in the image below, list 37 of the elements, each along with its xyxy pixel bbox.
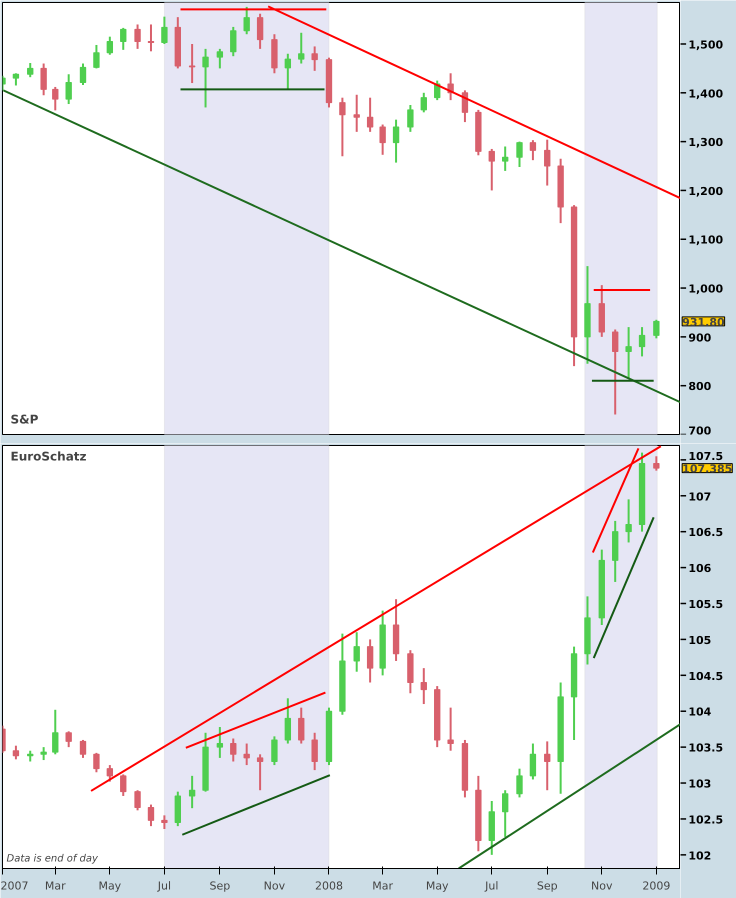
y-tick-label: 106.5 <box>688 526 724 540</box>
y-tick-label: 1,400 <box>688 87 724 100</box>
x-tick-label: Nov <box>264 880 286 892</box>
x-tick-label: Mar <box>372 880 394 892</box>
y-tick-label: 102 <box>688 849 712 862</box>
y-tick-label: 103 <box>688 778 712 791</box>
x-tick-label: 2009 <box>642 880 670 892</box>
x-tick-label: Sep <box>209 880 230 892</box>
annotation: Data is end of day <box>6 854 100 864</box>
x-tick-label: Jul <box>484 880 498 892</box>
y-tick-label: 700 <box>688 424 712 438</box>
x-tick-label: Sep <box>536 880 558 892</box>
y-tick-label: 1,500 <box>688 38 724 52</box>
y-tick-label: 104.5 <box>688 670 724 683</box>
y-tick-label: 1,000 <box>688 282 724 296</box>
y-tick-label: 104 <box>688 706 712 719</box>
x-tick-label: 2008 <box>314 880 343 892</box>
x-tick-label: May <box>426 880 450 892</box>
x-tick-label: Mar <box>44 880 66 892</box>
y-tick-label: 107.5 <box>688 450 724 463</box>
x-tick-label: 2007 <box>0 880 28 892</box>
y-tick-label: 103.5 <box>688 742 724 755</box>
y-tick-label: 1,200 <box>688 184 724 198</box>
y-tick-label: 1,100 <box>688 234 724 247</box>
y-tick-label: 105.5 <box>688 598 724 611</box>
y-tick-label: 800 <box>688 380 712 394</box>
x-tick-label: May <box>98 880 122 892</box>
text: S&P <box>10 412 39 426</box>
y-tick-label: 102.5 <box>688 813 724 826</box>
x-tick-label: Nov <box>591 880 614 892</box>
y-tick-label: 900 <box>688 331 712 344</box>
y-tick-label: 107 <box>688 490 712 504</box>
chart-title: EuroSchatz <box>10 450 87 464</box>
y-tick-label: 106 <box>688 562 712 576</box>
y-tick-label: 105 <box>688 634 712 647</box>
x-tick-label: Jul <box>156 880 172 892</box>
y-tick-label: 1,300 <box>688 136 724 150</box>
